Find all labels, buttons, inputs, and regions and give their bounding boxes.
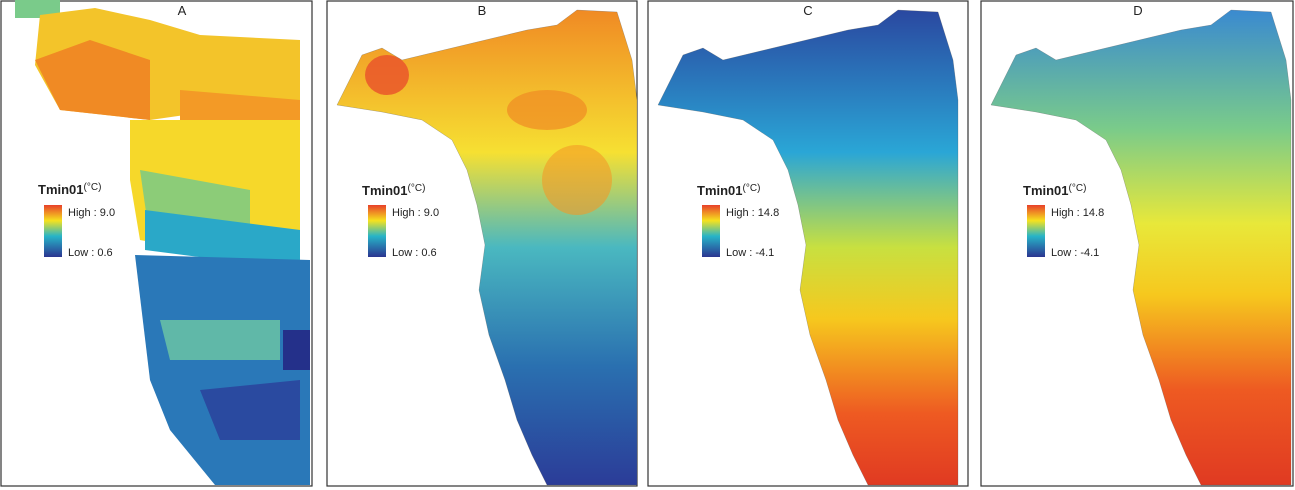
legend-low: Low : 0.6 — [68, 247, 113, 259]
panel-frame — [647, 0, 969, 487]
legend-unit: (°C) — [1069, 183, 1087, 194]
legend-high: High : 9.0 — [68, 207, 115, 219]
legend-ramp — [368, 205, 386, 257]
panel-label: D — [1133, 3, 1142, 18]
legend-unit: (°C) — [408, 183, 426, 194]
map-grid — [15, 0, 310, 485]
legend-high: High : 9.0 — [392, 207, 439, 219]
panel-b: B Tmin01(°C) High : 9.0 Low : 0.6 — [326, 0, 638, 487]
legend-ramp — [1027, 205, 1045, 257]
legend-ramp — [702, 205, 720, 257]
panel-frame — [0, 0, 313, 487]
legend-unit: (°C) — [84, 182, 102, 193]
panel-a: A Tmin01(°C) High : 9.0 Low : 0.6 — [0, 0, 313, 487]
legend-title-text: Tmin01 — [697, 183, 743, 198]
legend-high: High : 14.8 — [1051, 207, 1104, 219]
panel-c: C Tmin01(°C) High : 14.8 Low : -4.1 — [647, 0, 969, 487]
legend-low: Low : -4.1 — [1051, 247, 1099, 259]
panel-frame — [980, 0, 1294, 487]
legend-ramp — [44, 205, 62, 257]
legend-title: Tmin01(°C) — [362, 183, 425, 198]
panel-label: C — [803, 3, 812, 18]
legend-low: Low : -4.1 — [726, 247, 774, 259]
legend-title: Tmin01(°C) — [1023, 183, 1086, 198]
legend-title-text: Tmin01 — [1023, 183, 1069, 198]
legend-title-text: Tmin01 — [38, 182, 84, 197]
panel-label: B — [478, 3, 487, 18]
legend-title: Tmin01(°C) — [697, 183, 760, 198]
legend-unit: (°C) — [743, 183, 761, 194]
panel-label: A — [178, 3, 187, 18]
legend-title: Tmin01(°C) — [38, 182, 101, 197]
legend-title-text: Tmin01 — [362, 183, 408, 198]
legend-high: High : 14.8 — [726, 207, 779, 219]
panel-d: D Tmin01(°C) High : 14.8 Low : -4.1 — [980, 0, 1294, 487]
legend-low: Low : 0.6 — [392, 247, 437, 259]
